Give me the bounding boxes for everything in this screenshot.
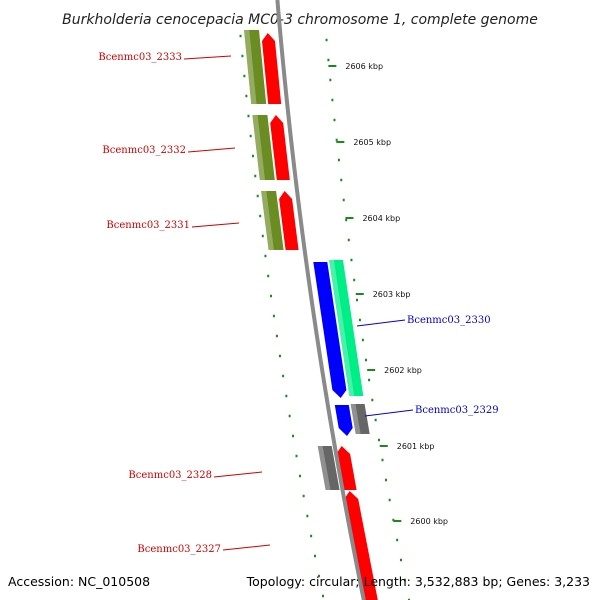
gene-label-leader: [191, 222, 240, 228]
map-title: Burkholderia cenocepacia MC0-3 chromosom…: [62, 12, 538, 28]
gene-label-leader: [183, 55, 232, 60]
cds-bcenmc03-2327: [344, 491, 378, 600]
gene-labels: Bcenmc03_2333 Bcenmc03_2332 Bcenmc03_2331 B…: [98, 52, 498, 555]
gene-label[interactable]: Bcenmc03_2333: [98, 52, 182, 63]
gene-label-leader: [213, 471, 263, 478]
gene-label[interactable]: Bcenmc03_2328: [128, 470, 212, 481]
gene-label[interactable]: Bcenmc03_2329: [415, 405, 499, 416]
chromosome-backbone: [275, 0, 366, 600]
gene-label-leader: [356, 319, 406, 327]
gene-bcenmc03-2333-highlight: [244, 30, 257, 104]
gene-label-leader: [187, 147, 236, 153]
gene-bcenmc03-2331-highlight: [261, 191, 274, 250]
gene-bcenmc03-2329: [350, 404, 370, 434]
gene-bcenmc03-2331: [261, 191, 284, 250]
gene-bcenmc03-2332: [252, 115, 275, 180]
scale-tick-label: 2600 kbp: [410, 517, 448, 526]
scale-tick-label: 2605 kbp: [353, 138, 391, 147]
gene-bcenmc03-2332-highlight: [252, 115, 265, 180]
gene-bcenmc03-2328-highlight: [317, 446, 331, 490]
scale-tick-label: 2606 kbp: [345, 62, 383, 71]
outer-tick-track: [239, 34, 324, 598]
cds-bcenmc03-2329: [334, 405, 353, 436]
gene-label[interactable]: Bcenmc03_2331: [106, 220, 190, 231]
cds-bcenmc03-2330: [313, 262, 347, 398]
scale-tick-label: 2603 kbp: [373, 290, 411, 299]
gene-bcenmc03-2330-highlight: [329, 260, 355, 396]
gene-label-leader: [222, 544, 271, 551]
gene-bcenmc03-2330: [329, 260, 364, 396]
gene-label[interactable]: Bcenmc03_2327: [137, 544, 221, 555]
scale-ticks: 2606 kbp 2605 kbp 2604 kbp 2603 kbp 2602 kbp…: [328, 62, 448, 526]
gene-features: [244, 30, 378, 600]
gene-bcenmc03-2328: [317, 446, 340, 490]
gene-label-leader: [364, 409, 414, 417]
scale-tick-label: 2604 kbp: [362, 214, 400, 223]
topology-text: Topology: circular; Length: 3,532,883 bp…: [246, 574, 590, 589]
cds-bcenmc03-2332: [270, 115, 290, 180]
cds-bcenmc03-2333: [262, 33, 282, 104]
gene-label[interactable]: Bcenmc03_2332: [102, 145, 186, 156]
scale-tick-label: 2601 kbp: [397, 442, 435, 451]
scale-tick-label: 2602 kbp: [384, 366, 422, 375]
cds-bcenmc03-2331: [279, 191, 299, 250]
gene-label[interactable]: Bcenmc03_2330: [407, 315, 491, 326]
gene-bcenmc03-2333: [244, 30, 267, 104]
inner-tick-track: [325, 38, 410, 600]
accession-text: Accession: NC_010508: [8, 574, 150, 589]
gene-bcenmc03-2329-highlight: [350, 404, 361, 434]
